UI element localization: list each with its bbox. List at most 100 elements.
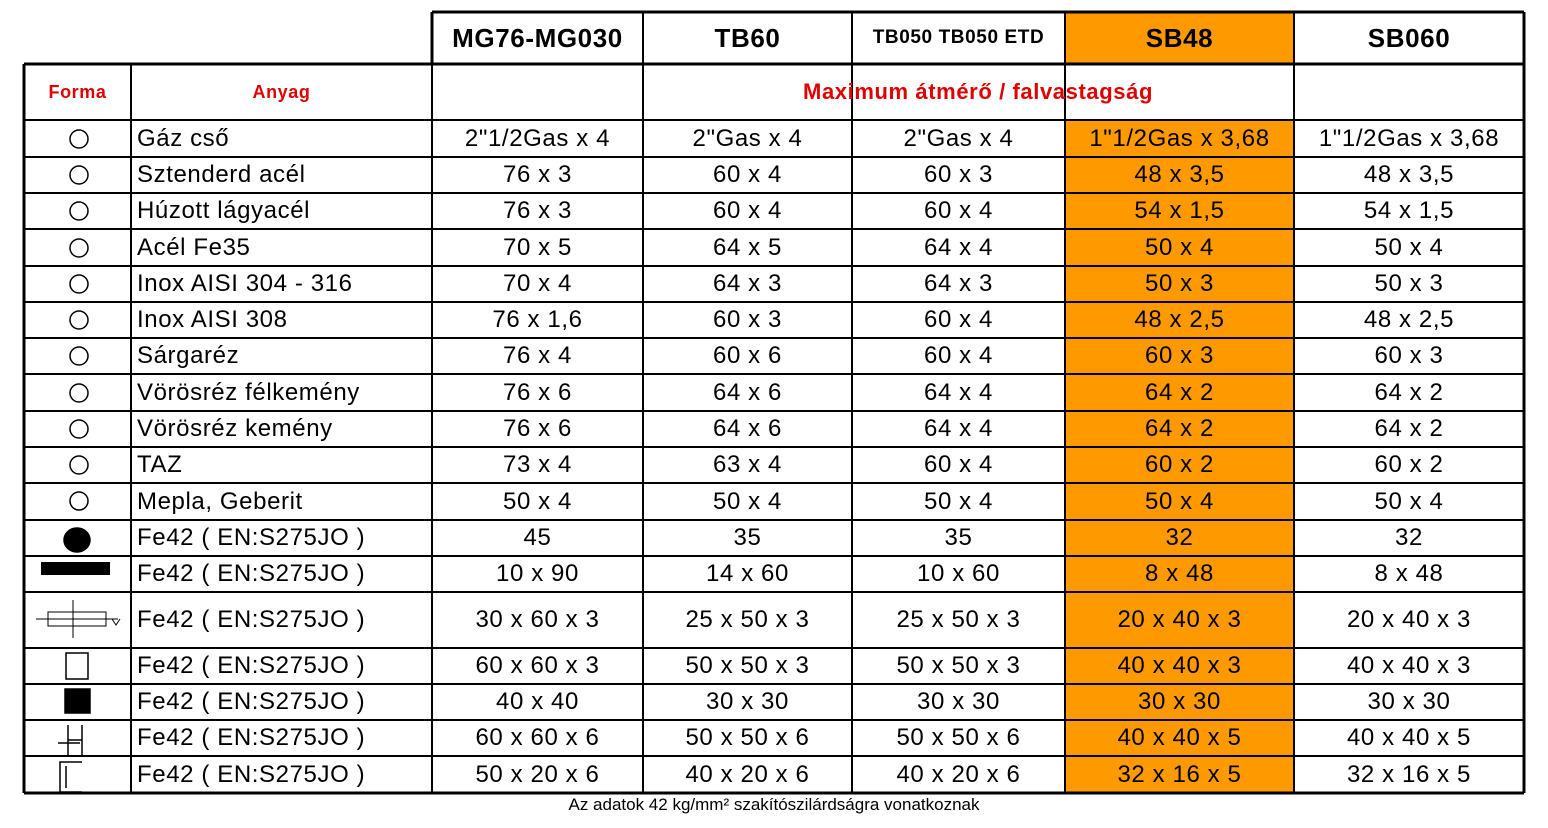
table-cell: 10 x 90 bbox=[496, 560, 579, 587]
table-cell: 60 x 2 bbox=[1374, 451, 1444, 478]
table-cell: 54 x 1,5 bbox=[1134, 197, 1225, 224]
table-cell: Vörösréz félkemény bbox=[137, 378, 360, 406]
table-cell: 64 x 5 bbox=[713, 233, 782, 261]
table-cell: 25 x 50 x 3 bbox=[896, 606, 1021, 633]
table-cell: 76 x 4 bbox=[503, 342, 572, 369]
table-cell: 50 x 50 x 3 bbox=[896, 652, 1021, 679]
table-cell: 32 x 16 x 5 bbox=[1346, 760, 1471, 788]
table-cell: 40 x 40 bbox=[496, 688, 579, 715]
table-cell: 60 x 60 x 6 bbox=[475, 724, 600, 751]
table-cell: 2"Gas x 4 bbox=[903, 124, 1014, 152]
table-cell: 30 x 30 bbox=[706, 688, 789, 715]
table-cell: 1"1/2Gas x 3,68 bbox=[1089, 124, 1270, 152]
table-cell: 50 x 4 bbox=[1374, 233, 1444, 261]
table-cell: 64 x 2 bbox=[1374, 415, 1444, 442]
table-cell: 64 x 4 bbox=[924, 378, 993, 406]
table-cell: 2"1/2Gas x 4 bbox=[464, 124, 611, 152]
table-cell: Maximum átmérő / falvastagság bbox=[803, 79, 1153, 104]
table-cell: 48 x 3,5 bbox=[1363, 161, 1455, 188]
table-cell: 40 x 40 x 3 bbox=[1346, 652, 1471, 679]
table-cell: 50 x 4 bbox=[713, 487, 782, 515]
highlight bbox=[1065, 12, 1294, 64]
table-cell: 60 x 4 bbox=[713, 161, 782, 188]
table-cell: 64 x 2 bbox=[1145, 415, 1214, 442]
table-cell: 45 bbox=[523, 524, 552, 551]
table-cell: 30 x 30 bbox=[1367, 688, 1451, 715]
table-cell: 70 x 5 bbox=[503, 233, 572, 261]
table-cell: 64 x 2 bbox=[1145, 378, 1214, 406]
table-cell: 60 x 4 bbox=[924, 451, 993, 478]
table-cell: 64 x 3 bbox=[713, 270, 782, 297]
table-cell: 60 x 2 bbox=[1145, 451, 1214, 478]
table-cell: 60 x 6 bbox=[713, 342, 782, 369]
table-cell: 50 x 20 x 6 bbox=[475, 760, 600, 788]
table-cell: 50 x 4 bbox=[1145, 233, 1214, 261]
table-cell: Fe42 ( EN:S275JO ) bbox=[137, 724, 366, 751]
table-cell: 40 x 20 x 6 bbox=[685, 760, 810, 788]
table-cell: 60 x 4 bbox=[924, 197, 993, 224]
table-cell: 50 x 50 x 3 bbox=[685, 652, 810, 679]
table-cell: 1"1/2Gas x 3,68 bbox=[1318, 124, 1500, 152]
table-cell: Fe42 ( EN:S275JO ) bbox=[137, 606, 366, 633]
table-cell: 32 x 16 x 5 bbox=[1117, 760, 1242, 788]
table-cell: Sztenderd acél bbox=[137, 161, 306, 188]
table-cell: 30 x 30 bbox=[1138, 688, 1221, 715]
table-cell: 30 x 60 x 3 bbox=[475, 606, 600, 633]
table-cell: Inox AISI 308 bbox=[137, 306, 288, 333]
table-cell: 25 x 50 x 3 bbox=[685, 606, 810, 633]
table-cell: Acél Fe35 bbox=[137, 233, 251, 261]
table-cell: 60 x 3 bbox=[1145, 342, 1214, 369]
table-cell: 76 x 6 bbox=[503, 415, 572, 442]
table-cell: TB60 bbox=[714, 22, 781, 53]
table-cell: 54 x 1,5 bbox=[1363, 197, 1455, 224]
table-cell: 76 x 3 bbox=[503, 161, 572, 188]
table-cell: 10 x 60 bbox=[917, 560, 1000, 587]
table-cell: 60 x 60 x 3 bbox=[475, 652, 600, 679]
table-cell: MG76-MG030 bbox=[452, 22, 623, 53]
table-cell: 73 x 4 bbox=[503, 451, 572, 478]
table-cell: Fe42 ( EN:S275JO ) bbox=[137, 524, 366, 551]
table-cell: 64 x 6 bbox=[713, 378, 782, 406]
shape-icons bbox=[36, 129, 121, 793]
table-cell: 48 x 2,5 bbox=[1134, 306, 1225, 333]
table-cell: 32 bbox=[1395, 524, 1423, 551]
table-cell: 64 x 4 bbox=[924, 415, 993, 442]
table-cell: 20 x 40 x 3 bbox=[1117, 606, 1242, 633]
table-cell: 70 x 4 bbox=[503, 270, 572, 297]
table-cell: 63 x 4 bbox=[713, 451, 782, 478]
table-cell: 35 bbox=[944, 524, 973, 551]
table-cell: 60 x 4 bbox=[713, 197, 782, 224]
table-cell: 8 x 48 bbox=[1145, 560, 1214, 587]
table-cell: 64 x 6 bbox=[713, 415, 782, 442]
table-cell: 50 x 4 bbox=[924, 487, 993, 515]
table-cell: SB060 bbox=[1367, 22, 1451, 53]
table-cell: Fe42 ( EN:S275JO ) bbox=[137, 688, 366, 715]
table-cell: SB48 bbox=[1145, 22, 1214, 53]
table-cell: 76 x 3 bbox=[503, 197, 572, 224]
table-cell: Mepla, Geberit bbox=[137, 487, 303, 515]
table-cell: 50 x 4 bbox=[1145, 487, 1214, 515]
table-cell: 76 x 1,6 bbox=[492, 306, 583, 333]
table-cell: 76 x 6 bbox=[503, 378, 572, 406]
table-cell: 60 x 3 bbox=[1374, 342, 1444, 369]
table-cell: 8 x 48 bbox=[1374, 560, 1444, 587]
table-cell: 40 x 40 x 3 bbox=[1117, 652, 1242, 679]
table-cell: Sárgaréz bbox=[137, 342, 240, 369]
table-cell: 2"Gas x 4 bbox=[692, 124, 803, 152]
table-cell: 35 bbox=[733, 524, 762, 551]
table-cell: 32 bbox=[1165, 524, 1194, 551]
table-cell: 40 x 40 x 5 bbox=[1117, 724, 1242, 751]
table-cell: Fe42 ( EN:S275JO ) bbox=[137, 652, 366, 679]
table-cell: 60 x 4 bbox=[924, 306, 993, 333]
table-cell: 48 x 3,5 bbox=[1134, 161, 1225, 188]
table-cell: Forma bbox=[48, 81, 107, 102]
table-cell: Fe42 ( EN:S275JO ) bbox=[137, 560, 366, 587]
table-cell: 40 x 40 x 5 bbox=[1346, 724, 1471, 751]
table-cell: Fe42 ( EN:S275JO ) bbox=[137, 760, 366, 788]
highlight bbox=[1065, 120, 1294, 793]
footnote: Az adatok 42 kg/mm² szakítószilárdságra … bbox=[568, 795, 980, 814]
table-cell: 40 x 20 x 6 bbox=[896, 760, 1021, 788]
table-cell: 50 x 4 bbox=[503, 487, 572, 515]
